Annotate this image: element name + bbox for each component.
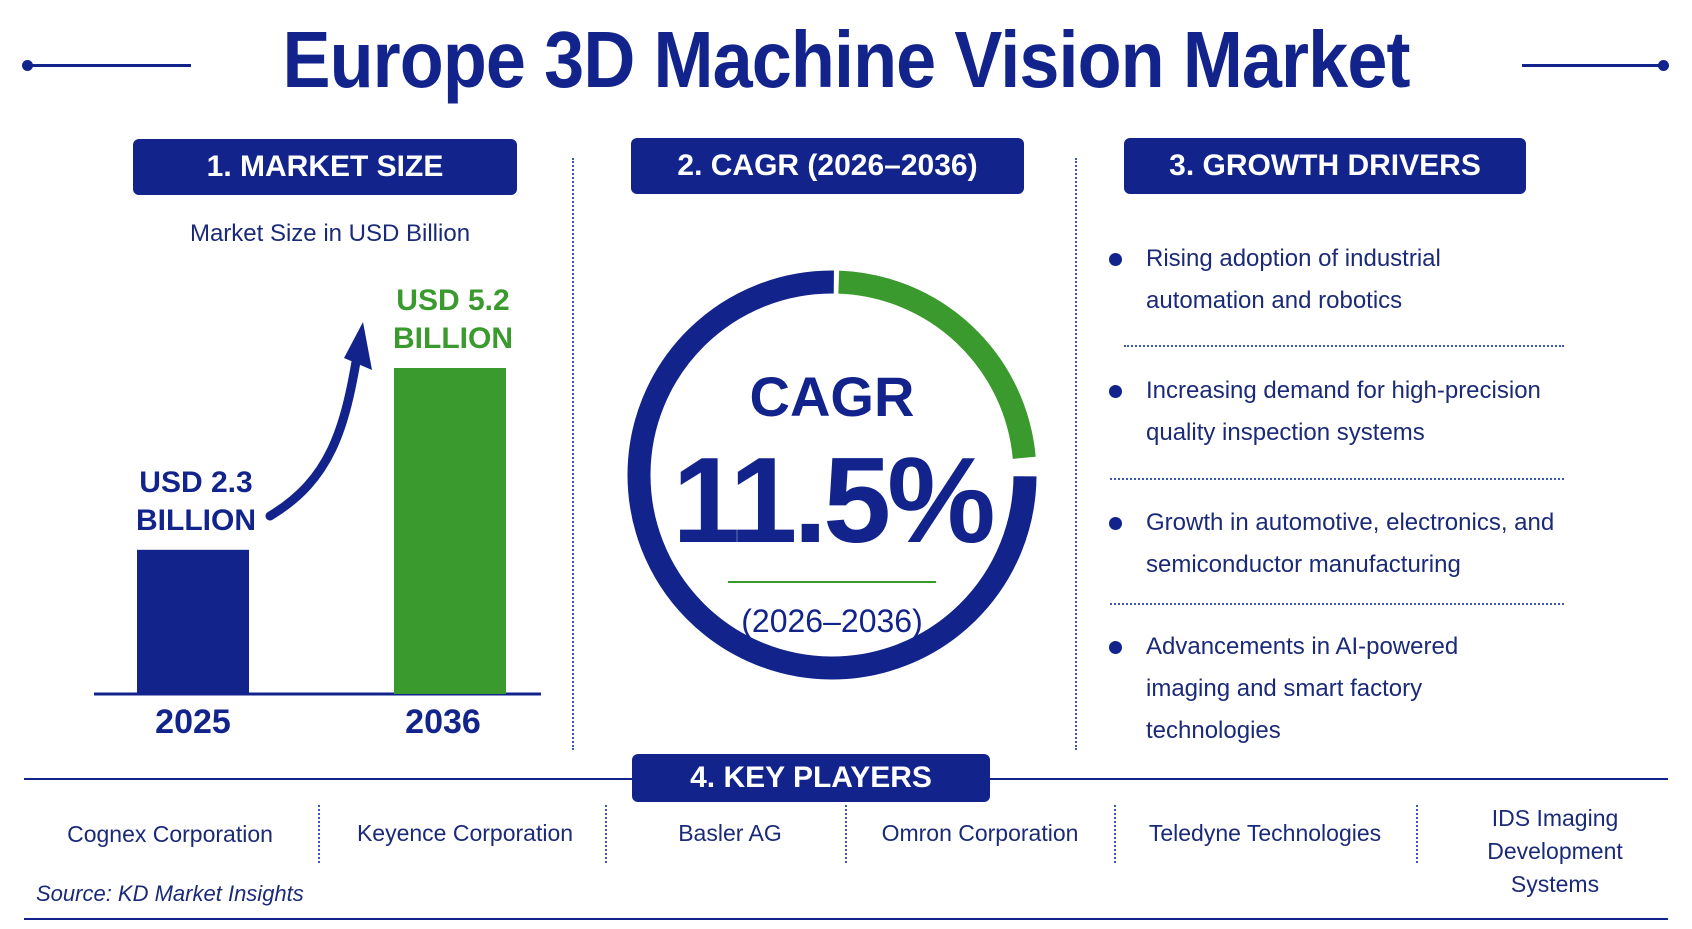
bullet-icon	[1109, 641, 1122, 654]
page-title: Europe 3D Machine Vision Market	[282, 15, 1410, 104]
growth-driver-text: Increasing demand for high-precision qua…	[1146, 377, 1541, 446]
market-size-bar-chart	[94, 322, 541, 696]
cagr-ring-blue-arc	[627, 270, 1037, 680]
player-separator	[318, 805, 320, 863]
title-left-dot	[22, 60, 33, 71]
bottom-rule	[24, 918, 1668, 920]
source-note: Source: KD Market Insights	[36, 881, 304, 906]
growth-driver-1: Rising adoption of industrial automation…	[1108, 238, 1568, 322]
cagr-ring-green-arc	[627, 270, 1037, 680]
growth-arrow-icon	[265, 345, 363, 521]
title-right-dot	[1658, 60, 1669, 71]
growth-driver-text: Advancements in AI-powered imaging and s…	[1146, 633, 1459, 744]
growth-arrowhead-icon	[344, 322, 372, 370]
driver-divider	[1110, 478, 1564, 480]
cagr-label: CAGR	[749, 365, 915, 428]
key-players-heading: 4. KEY PLAYERS	[632, 754, 990, 802]
driver-divider	[1124, 345, 1564, 347]
tick-label-2025: 2025	[155, 703, 231, 741]
player-separator	[845, 805, 847, 863]
player-separator	[605, 805, 607, 863]
bullet-icon	[1109, 253, 1122, 266]
player-separator	[1416, 805, 1418, 863]
key-player-5: Teledyne Technologies	[1148, 820, 1382, 846]
bar-2025	[137, 549, 249, 694]
separator-left	[572, 158, 574, 750]
key-player-6: IDS Imaging Development Systems	[1487, 805, 1623, 897]
cagr-value: 11.5%	[672, 432, 995, 568]
bullet-icon	[1109, 517, 1122, 530]
cagr-ring	[627, 270, 1037, 680]
tick-label-2036: 2036	[405, 703, 481, 741]
separator-right	[1075, 158, 1077, 750]
key-player-2: Keyence Corporation	[356, 820, 574, 846]
market-size-subtitle: Market Size in USD Billion	[189, 220, 471, 247]
growth-driver-4: Advancements in AI-powered imaging and s…	[1108, 626, 1568, 752]
key-player-3: Basler AG	[678, 820, 782, 846]
growth-driver-text: Growth in automotive, electronics, and s…	[1146, 509, 1555, 578]
player-separator	[1114, 805, 1116, 863]
growth-driver-text: Rising adoption of industrial automation…	[1146, 245, 1441, 314]
key-player-1: Cognex Corporation	[67, 821, 273, 847]
market-size-heading: 1. MARKET SIZE	[133, 139, 517, 195]
bar-2036	[394, 368, 506, 694]
bullet-icon	[1109, 385, 1122, 398]
growth-driver-2: Increasing demand for high-precision qua…	[1108, 370, 1568, 454]
title-right-rule	[1522, 64, 1664, 67]
key-player-4: Omron Corporation	[881, 820, 1079, 846]
cagr-heading: 2. CAGR (2026–2036)	[631, 138, 1024, 194]
growth-drivers-heading: 3. GROWTH DRIVERS	[1124, 138, 1526, 194]
bar-label-2036: USD 5.2 BILLION	[393, 284, 513, 355]
driver-divider	[1110, 603, 1564, 605]
title-left-rule	[28, 64, 191, 67]
growth-driver-3: Growth in automotive, electronics, and s…	[1108, 502, 1568, 586]
cagr-period: (2026–2036)	[741, 603, 923, 639]
bar-label-2025: USD 2.3 BILLION	[136, 465, 256, 537]
